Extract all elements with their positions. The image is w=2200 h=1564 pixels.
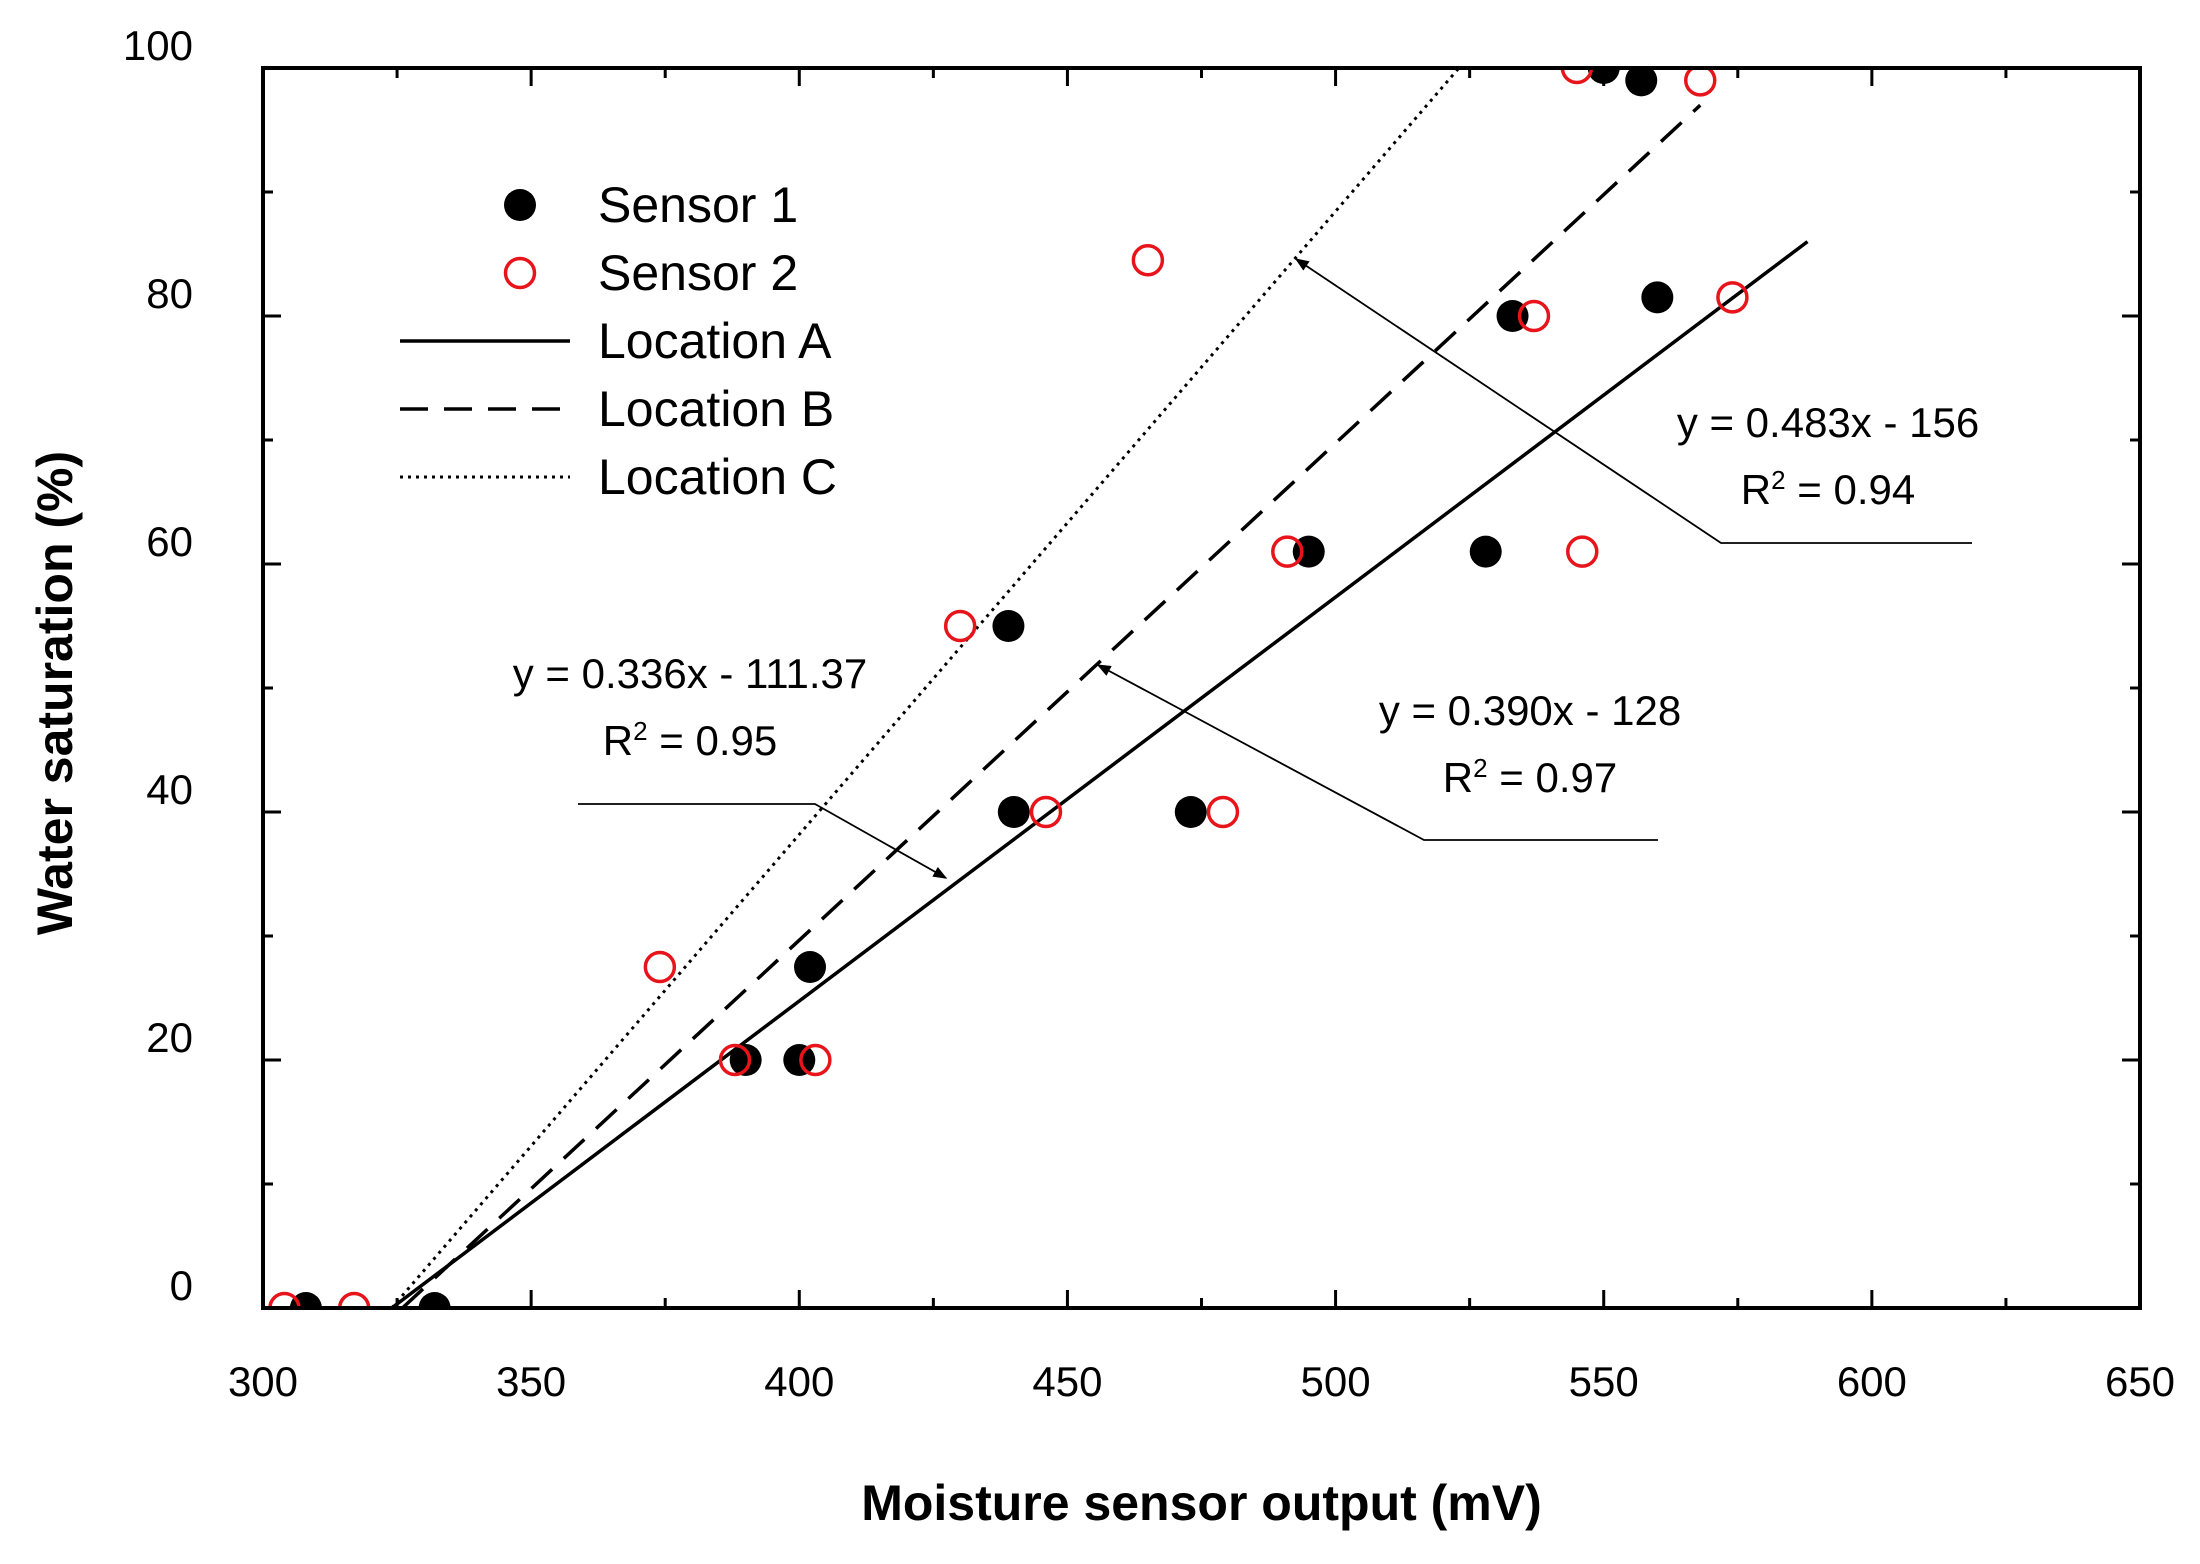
sensor-2-point: [337, 1291, 371, 1308]
axis-ticks: 300 350 400 450 500 550 600 650 0 20 40 60 80 100: [123, 22, 2175, 1405]
r-squared-label: R2 = 0.95: [603, 716, 777, 764]
x-tick-label: 500: [1301, 1358, 1371, 1405]
y-axis-title: Water saturation (%): [27, 451, 83, 935]
x-tick-label: 600: [1837, 1358, 1907, 1405]
data-points: [268, 68, 1749, 1308]
sensor-1-point: [729, 1044, 762, 1076]
sensor-2-point: [268, 1291, 301, 1308]
sensor-1-point: [992, 610, 1025, 642]
sensor-1-point: [997, 796, 1030, 828]
fit-line-location-c: [390, 68, 1461, 1308]
fit-line-location-b: [401, 103, 1702, 1308]
legend-label: Sensor 2: [598, 245, 798, 301]
y-tick-label: 60: [146, 518, 193, 565]
sensor-2-point: [1029, 795, 1063, 829]
r-squared-label: R2 = 0.97: [1443, 753, 1617, 801]
y-tick-label: 100: [123, 22, 193, 69]
x-tick-label: 650: [2105, 1358, 2175, 1405]
sensor-2-point: [1206, 795, 1240, 829]
x-tick-label: 450: [1032, 1358, 1102, 1405]
sensor-1-point: [1625, 68, 1658, 97]
sensor-2-point: [1517, 299, 1551, 333]
x-tick-label: 300: [228, 1358, 298, 1405]
sensor-2-point: [1566, 535, 1599, 568]
annotation-leader-arrow: [1096, 664, 1658, 841]
sensor-2-point: [643, 950, 677, 984]
sensor-1-point: [1174, 796, 1207, 828]
y-tick-label: 40: [146, 766, 193, 813]
sensor-1-point: [418, 1292, 451, 1308]
r-squared-label: R2 = 0.94: [1741, 465, 1915, 513]
x-axis-title: Moisture sensor output (mV): [861, 1475, 1542, 1531]
y-tick-label: 0: [170, 1262, 193, 1309]
equation-label: y = 0.390x - 128: [1379, 687, 1681, 734]
legend-label: Location C: [598, 449, 837, 505]
x-tick-label: 400: [764, 1358, 834, 1405]
sensor-2-point: [1684, 68, 1717, 97]
annotation-leader-arrow: [578, 803, 948, 879]
x-tick-label: 350: [496, 1358, 566, 1405]
sensor-2-point: [1271, 535, 1304, 568]
y-tick-label: 20: [146, 1014, 193, 1061]
equation-label: y = 0.336x - 111.37: [513, 650, 868, 697]
x-tick-label: 550: [1569, 1358, 1639, 1405]
legend-marker-sensor-1: [504, 189, 536, 221]
legend-label: Location A: [598, 313, 832, 369]
fit-line-location-a: [390, 240, 1809, 1308]
legend-label: Location B: [598, 381, 834, 437]
sensor-2-point: [1560, 68, 1594, 85]
y-tick-label: 80: [146, 270, 193, 317]
sensor-1-point: [1469, 535, 1502, 568]
sensor-1-point: [794, 951, 827, 983]
sensor-2-point: [1716, 281, 1749, 314]
legend-label: Sensor 1: [598, 177, 798, 233]
sensor-2-point: [1131, 243, 1165, 277]
sensor-2-point: [799, 1043, 832, 1077]
legend-marker-sensor-2: [503, 256, 537, 290]
sensor-2-point: [718, 1043, 752, 1077]
equation-label: y = 0.483x - 156: [1677, 399, 1979, 446]
sensor-2-point: [943, 609, 977, 643]
annotations: y = 0.483x - 156 R2 = 0.94 y = 0.336x - 11…: [513, 258, 1979, 879]
fit-lines: [390, 68, 1809, 1308]
sensor-1-point: [1641, 281, 1674, 314]
annotation-leader-arrow: [1294, 258, 1972, 544]
legend: Sensor 1 Sensor 2 Location A Location B Loca…: [400, 177, 837, 505]
